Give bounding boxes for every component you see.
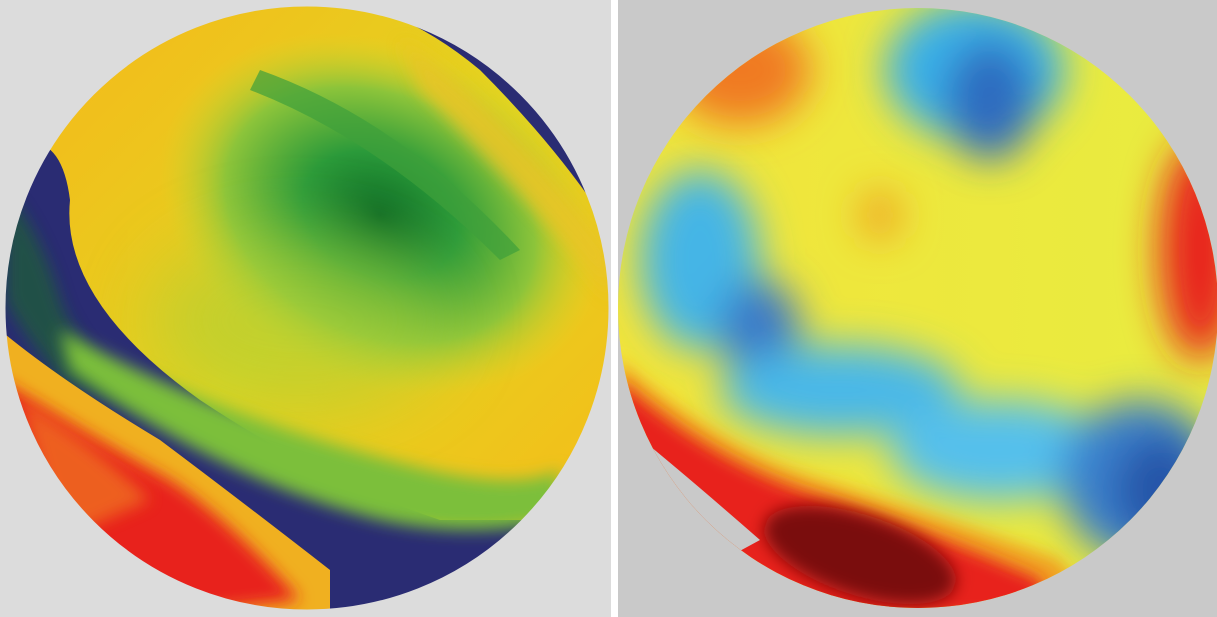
body <box>0 0 1217 617</box>
page: Wafer maps {} html, body { margin: 0; pa… <box>0 0 1217 617</box>
wafer-maps <box>0 0 1217 617</box>
